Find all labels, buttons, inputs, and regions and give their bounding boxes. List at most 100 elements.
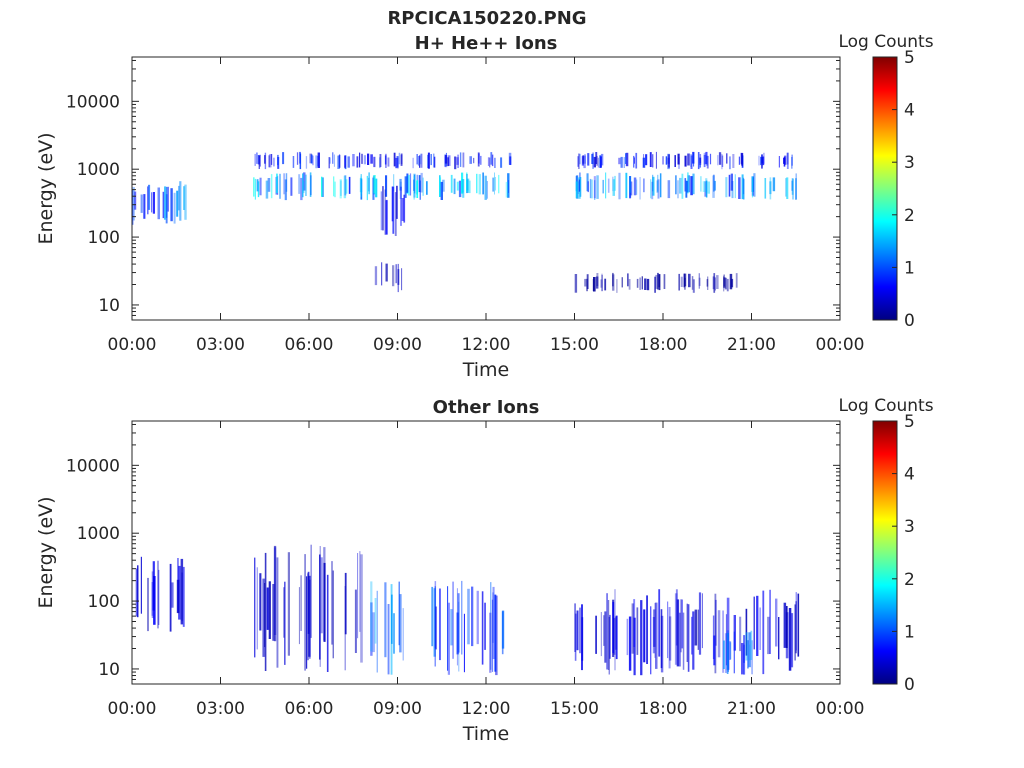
spectrogram-mark [783, 602, 787, 648]
spectrogram-mark [735, 273, 738, 288]
spectrogram-mark [753, 173, 756, 197]
spectrogram-mark [310, 544, 312, 638]
spectrogram-mark [701, 593, 703, 649]
spectrogram-mark [612, 602, 615, 654]
spectrogram-mark [284, 581, 286, 665]
spectrogram-mark [574, 603, 576, 652]
spectrogram-mark [615, 615, 618, 660]
spectrogram-mark [403, 194, 406, 223]
spectrogram-mark [643, 609, 646, 663]
spectrogram-mark [761, 154, 763, 167]
spectrogram-mark [579, 177, 582, 197]
spectrogram-mark [786, 606, 788, 648]
spectrogram-mark [626, 618, 629, 656]
spectrogram-mark [398, 152, 401, 165]
spectrogram-mark [421, 153, 423, 168]
spectrogram-mark [602, 179, 604, 194]
spectrogram-mark [140, 556, 142, 614]
spectrogram-mark [724, 633, 727, 673]
spectrogram-mark [596, 273, 599, 287]
spectrogram-mark [657, 179, 660, 199]
spectrogram-mark [657, 174, 659, 192]
spectrogram-mark [584, 154, 586, 164]
spectrogram-mark [494, 157, 496, 168]
spectrogram-mark [635, 152, 638, 169]
spectrogram-mark [259, 154, 261, 167]
spectrogram-mark [667, 601, 669, 659]
spectrogram-mark [361, 153, 363, 164]
spectrogram-mark [319, 554, 321, 660]
spectrogram-mark [273, 545, 277, 642]
spectrogram-mark [167, 186, 169, 212]
spectrogram-mark [627, 273, 629, 287]
spectrogram-mark [332, 152, 334, 164]
spectrogram-mark [616, 279, 618, 293]
colorbar-tick-label: 4 [904, 465, 915, 485]
spectrogram-mark [788, 608, 792, 671]
spectrogram-mark [578, 179, 580, 192]
spectrogram-mark [305, 174, 307, 196]
spectrogram-mark [427, 152, 430, 169]
spectrogram-mark [590, 179, 593, 199]
spectrogram-mark [284, 179, 287, 201]
spectrogram-mark [797, 593, 800, 657]
spectrogram-mark [268, 155, 270, 168]
spectrogram-mark [734, 174, 736, 199]
spectrogram-mark [743, 635, 746, 675]
spectrogram-mark [723, 275, 725, 292]
spectrogram-mark [726, 153, 728, 164]
spectrogram-mark [593, 277, 596, 292]
spectrogram-mark [697, 609, 699, 650]
spectrogram-mark [476, 173, 478, 194]
spectrogram-mark [486, 181, 488, 199]
spectrogram-mark [686, 603, 688, 662]
colorbar-label: Log Counts [838, 32, 933, 52]
spectrogram-mark [786, 152, 789, 165]
spectrogram-mark [157, 187, 160, 220]
spectrogram-mark [489, 157, 491, 168]
spectrogram-mark [674, 155, 676, 167]
spectrogram-mark [614, 589, 616, 671]
colorbar-tick-label: 5 [904, 412, 915, 432]
spectrogram-mark [256, 567, 258, 650]
spectrogram-mark [501, 610, 505, 649]
colorbar-tick-label: 3 [904, 517, 915, 537]
spectrogram-mark [724, 277, 727, 290]
spectrogram-mark [494, 594, 497, 672]
y-tick-label: 10 [98, 296, 120, 316]
spectrogram-mark [152, 192, 155, 214]
spectrogram-mark [176, 190, 179, 217]
spectrogram-mark [751, 640, 753, 675]
spectrogram-mark [690, 155, 693, 169]
spectrogram-mark [625, 152, 629, 167]
spectrogram-mark [582, 155, 584, 164]
spectrogram-mark [791, 613, 794, 668]
spectrogram-mark [370, 581, 373, 652]
spectrogram-mark [712, 175, 715, 198]
spectrogram-mark [373, 156, 376, 168]
spectrogram-mark [413, 179, 415, 191]
spectrogram-mark [328, 157, 330, 169]
spectrogram-mark [745, 608, 748, 656]
spectrogram-mark [357, 553, 359, 639]
y-tick-label: 1000 [77, 160, 120, 180]
spectrogram-mark [147, 186, 149, 215]
spectrogram-mark [620, 156, 623, 168]
spectrogram-mark [595, 152, 598, 164]
spectrogram-mark [713, 635, 716, 666]
spectrogram-mark [143, 194, 146, 219]
spectrogram-mark [399, 594, 402, 653]
spectrogram-mark [775, 598, 778, 647]
spectrogram-mark [705, 180, 708, 198]
spectrogram-mark [729, 642, 732, 659]
spectrogram-mark [380, 191, 383, 231]
x-tick-label: 15:00 [550, 335, 599, 355]
spectrogram-mark [401, 198, 405, 221]
spectrogram-mark [642, 157, 646, 168]
spectrogram-mark [404, 176, 407, 198]
spectrogram-mark [422, 177, 424, 196]
spectrogram-mark [595, 615, 597, 654]
spectrogram-mark [151, 582, 153, 616]
spectrogram-mark [151, 192, 153, 213]
spectrogram-mark [468, 180, 471, 194]
